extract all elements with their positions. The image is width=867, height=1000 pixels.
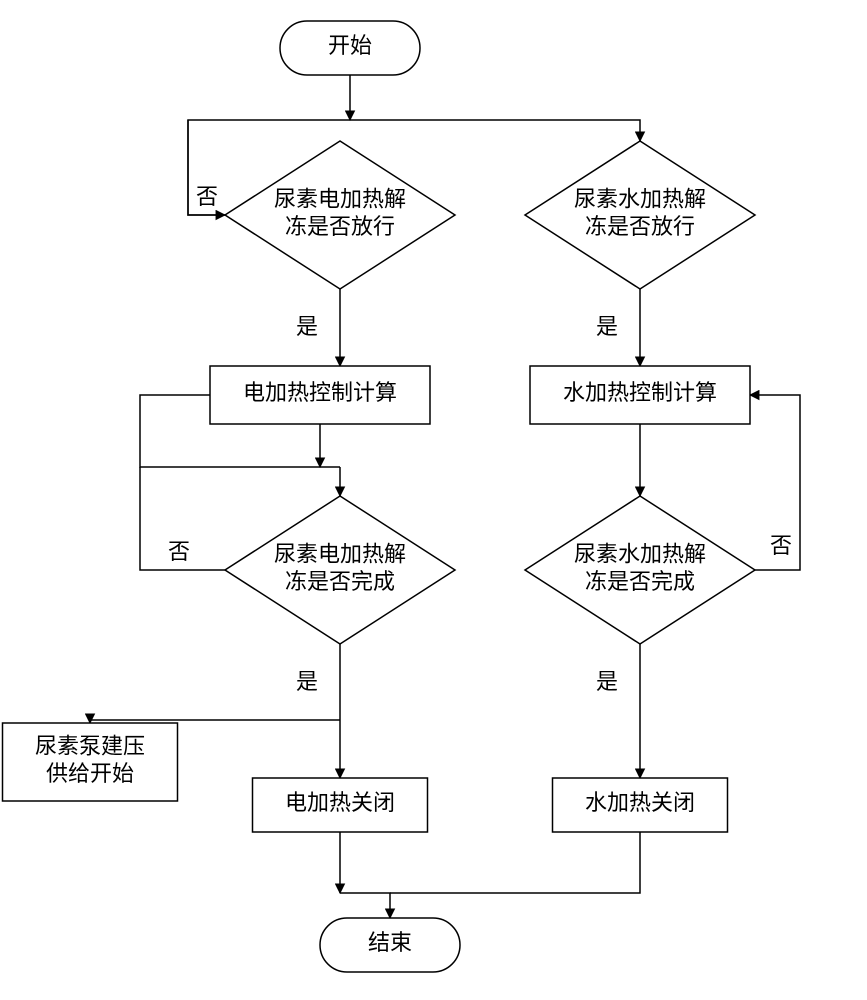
node-label: 电加热关闭 bbox=[285, 790, 395, 815]
node-label: 开始 bbox=[328, 33, 372, 58]
node-label: 冻是否放行 bbox=[585, 214, 695, 239]
node-label: 水加热关闭 bbox=[585, 790, 695, 815]
node-label: 尿素水加热解 bbox=[574, 541, 706, 566]
flowchart-canvas: 是否是是否是否开始尿素电加热解冻是否放行尿素水加热解冻是否放行电加热控制计算水加… bbox=[0, 0, 867, 1000]
node-label: 冻是否完成 bbox=[585, 569, 695, 594]
node-p_eoff: 电加热关闭 bbox=[253, 778, 428, 832]
node-d_elec2: 尿素电加热解冻是否完成 bbox=[225, 496, 455, 644]
node-start: 开始 bbox=[280, 21, 420, 75]
node-label: 冻是否放行 bbox=[285, 214, 395, 239]
node-label: 尿素电加热解 bbox=[274, 186, 406, 211]
edge-label: 是 bbox=[296, 669, 318, 694]
node-label: 尿素水加热解 bbox=[574, 186, 706, 211]
node-p_elec: 电加热控制计算 bbox=[210, 366, 430, 424]
edge-label: 否 bbox=[770, 533, 792, 558]
edge-label: 是 bbox=[296, 314, 318, 339]
node-label: 尿素电加热解 bbox=[274, 541, 406, 566]
node-label: 冻是否完成 bbox=[285, 569, 395, 594]
node-label: 尿素泵建压 bbox=[35, 733, 145, 758]
nodes: 开始尿素电加热解冻是否放行尿素水加热解冻是否放行电加热控制计算水加热控制计算尿素… bbox=[3, 21, 756, 972]
node-end: 结束 bbox=[320, 918, 460, 972]
node-label: 供给开始 bbox=[46, 761, 134, 786]
edge-label: 是 bbox=[596, 314, 618, 339]
edge-label: 否 bbox=[168, 539, 190, 564]
node-label: 电加热控制计算 bbox=[243, 380, 397, 405]
edge-label: 是 bbox=[596, 669, 618, 694]
node-p_water: 水加热控制计算 bbox=[530, 366, 750, 424]
node-p_woff: 水加热关闭 bbox=[553, 778, 728, 832]
node-d_elec: 尿素电加热解冻是否放行 bbox=[225, 141, 455, 289]
node-d_water: 尿素水加热解冻是否放行 bbox=[525, 141, 755, 289]
node-p_pump: 尿素泵建压供给开始 bbox=[3, 723, 178, 801]
node-label: 水加热控制计算 bbox=[563, 380, 717, 405]
node-label: 结束 bbox=[368, 930, 412, 955]
edge-label: 否 bbox=[196, 184, 218, 209]
node-d_water2: 尿素水加热解冻是否完成 bbox=[525, 496, 755, 644]
